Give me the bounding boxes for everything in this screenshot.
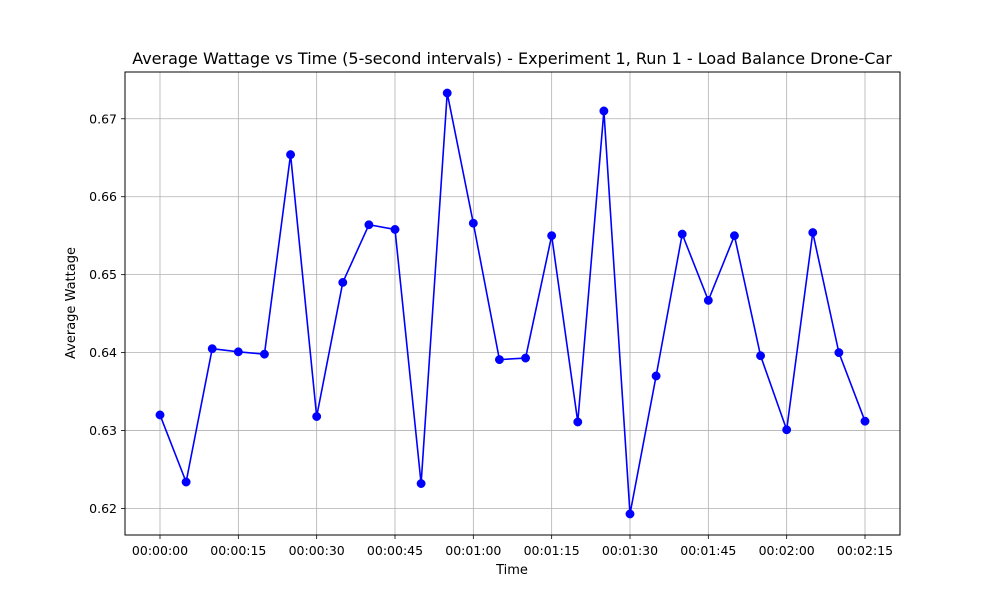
series-average-wattage [155,88,870,519]
data-point [808,228,818,238]
x-tick-label: 00:01:15 [524,543,580,558]
data-point [834,348,844,358]
x-tick-label: 00:00:30 [289,543,345,558]
data-point [625,509,635,519]
data-point [677,229,687,239]
data-point [442,88,452,98]
data-point [860,416,870,426]
data-point [494,355,504,365]
data-point [756,351,766,361]
chart-title: Average Wattage vs Time (5-second interv… [132,49,892,68]
x-axis-title: Time [495,563,528,578]
data-point [703,295,713,305]
data-point [364,220,374,230]
data-point [651,371,661,381]
x-tick-label: 00:02:15 [837,543,893,558]
y-tick-label: 0.67 [89,111,117,126]
data-point [286,150,296,160]
data-point [521,353,531,363]
data-point [782,425,792,435]
x-tick-label: 00:01:30 [602,543,658,558]
x-tick-label: 00:02:00 [759,543,815,558]
y-tick-label: 0.62 [89,501,117,516]
data-point [155,410,165,420]
data-point [207,344,217,354]
y-tick-label: 0.63 [89,423,117,438]
plot-frame [124,71,901,536]
series-line [159,92,866,515]
data-point [259,349,269,359]
data-point [416,479,426,489]
data-point [233,347,243,357]
y-tick-label: 0.64 [89,345,117,360]
grid [125,72,900,535]
y-tick-label: 0.65 [89,267,117,282]
data-point [312,412,322,421]
x-tick-label: 00:00:00 [132,543,188,558]
x-tick-label: 00:00:45 [367,543,423,558]
y-tick-label: 0.66 [89,189,117,204]
x-tick-label: 00:01:45 [680,543,736,558]
data-point [390,225,400,234]
data-point [468,218,478,228]
data-point [338,278,348,287]
data-point [599,106,609,116]
data-point [181,477,191,487]
y-axis-title: Average Wattage [64,247,79,359]
data-point [573,417,583,427]
axis-ticks: 00:00:00 00:00:15 00:00:30 00:00:45 00:01:00… [89,111,893,558]
data-point [547,231,557,241]
data-point [729,231,739,241]
x-tick-label: 00:01:00 [445,543,501,558]
x-tick-label: 00:00:15 [210,543,266,558]
